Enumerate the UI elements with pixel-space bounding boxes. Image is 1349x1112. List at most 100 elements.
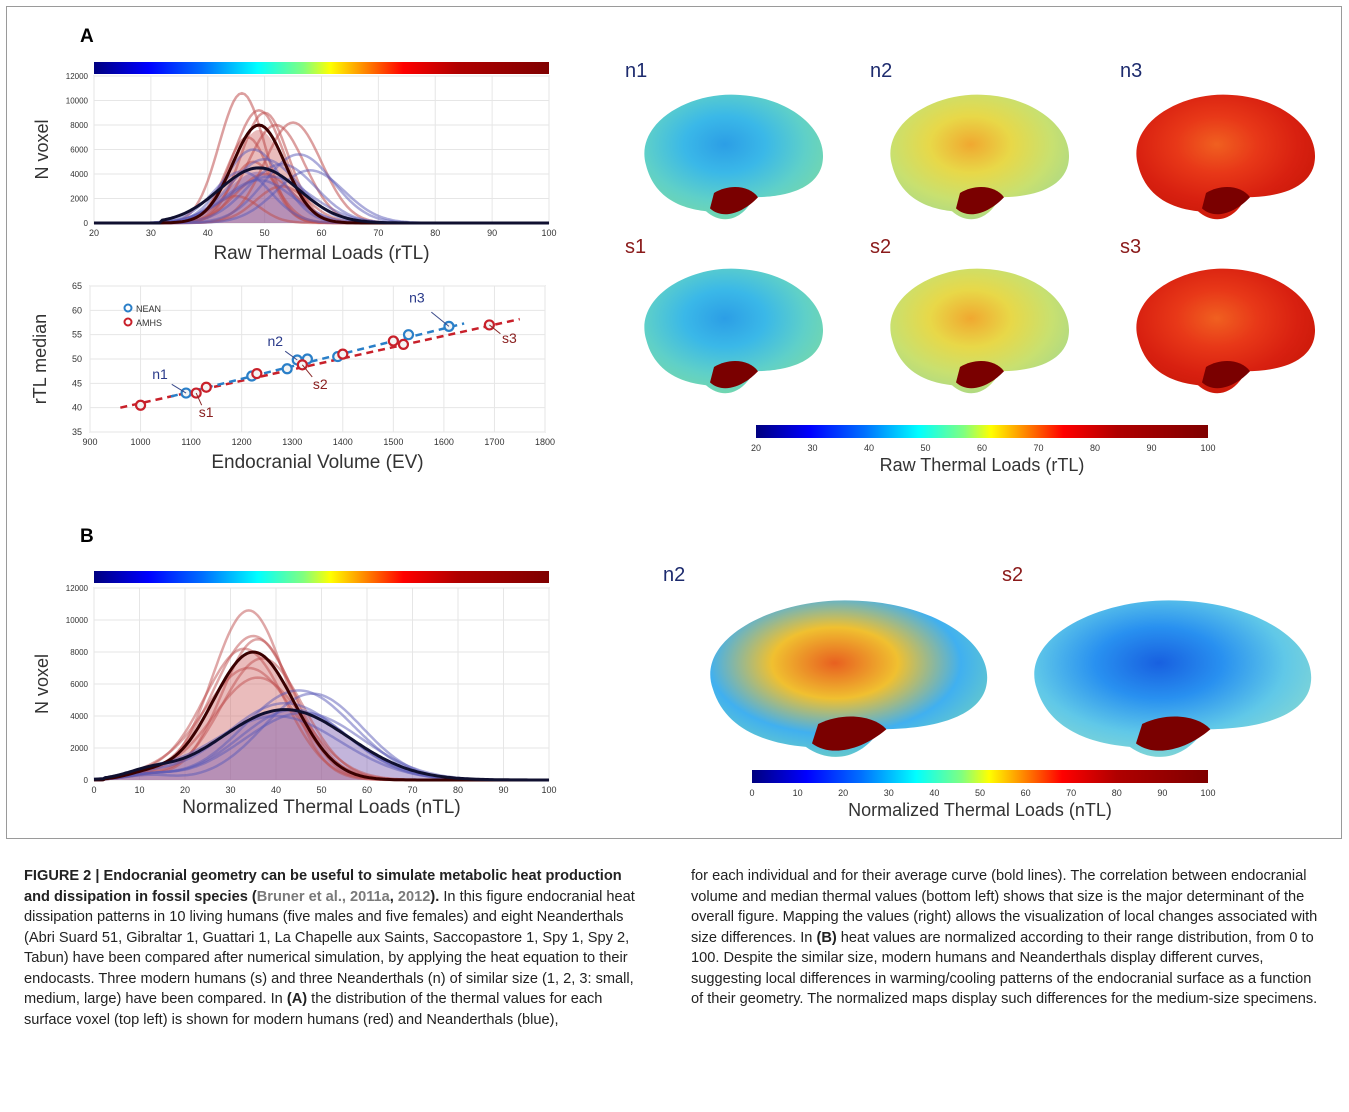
- caption-cite-separator: ,: [389, 888, 398, 905]
- y-tick-label: 2000: [70, 744, 88, 753]
- annotation-label: s3: [502, 330, 517, 346]
- y-tick-label: 8000: [70, 121, 88, 130]
- amhs-point: [134, 399, 147, 411]
- x-tick-label: 10: [134, 785, 144, 795]
- x-tick-label: 100: [541, 785, 556, 795]
- brain-map-n1: [644, 94, 824, 220]
- colorbar-tick-label: 80: [1089, 443, 1101, 453]
- colorbar-tick-label: 70: [1033, 443, 1044, 453]
- citation-link-2012[interactable]: 2012: [397, 888, 431, 905]
- y-tick-label: 35: [72, 427, 82, 437]
- brain-map-s2: [1034, 600, 1312, 757]
- annotation-leader: [284, 350, 298, 361]
- annotation-label: s1: [199, 404, 214, 420]
- colorbar-normalized-ticks: 0 10 20 30 40 50 60 70 80 90 100: [749, 788, 1215, 800]
- caption-right-column: for each individual and for their averag…: [691, 866, 1323, 1010]
- nean-mean-curve: [93, 708, 549, 782]
- brain-surface: [1136, 268, 1316, 394]
- x-tick-label: 1800: [535, 437, 555, 447]
- x-axis-label: Raw Thermal Loads (rTL): [213, 243, 429, 264]
- brain-surface: [1136, 94, 1316, 220]
- y-tick-label: 8000: [70, 648, 88, 657]
- y-tick-label: 40: [72, 403, 82, 413]
- x-tick-label: 90: [498, 785, 508, 795]
- colorbar-tick-label: 50: [920, 443, 931, 453]
- brain-label-s2: s2: [1002, 564, 1024, 586]
- amhs-point: [200, 381, 212, 393]
- temporal-lobe-hotspot: [710, 187, 758, 215]
- caption-bold-a: (A): [286, 991, 308, 1007]
- figure-frame: [6, 6, 1342, 839]
- caption-bold-b: (B): [816, 929, 837, 946]
- colorbar-raw: [756, 425, 1208, 438]
- x-tick-label: 1000: [131, 437, 151, 447]
- caption-body-1: In this figure endocranial heat dissipat…: [24, 888, 635, 1008]
- y-axis-label: N voxel: [32, 654, 52, 714]
- x-tick-label: 1400: [333, 437, 353, 447]
- y-tick-label: 6000: [70, 680, 88, 689]
- y-tick-label: 12000: [66, 72, 89, 81]
- brain-map-s2: [890, 268, 1070, 394]
- x-tick-label: 60: [316, 228, 326, 238]
- brain-map-n2: [890, 94, 1070, 220]
- annotation-leader: [431, 311, 450, 327]
- nean-point: [402, 329, 415, 341]
- x-tick-label: 40: [203, 228, 213, 238]
- colorbar-raw-ticks: 20 30 40 50 60 70 80 90 100: [751, 443, 1216, 455]
- annotation-label: n1: [152, 366, 168, 382]
- brain-label-s3: s3: [1120, 236, 1142, 258]
- colorbar-tick-label: 30: [807, 443, 818, 453]
- x-tick-label: 50: [260, 228, 270, 238]
- temporal-lobe-hotspot: [1136, 716, 1211, 751]
- annotation-label: n3: [409, 289, 425, 305]
- caption-heading: FIGURE 2 | Endocranial geometry can be u…: [24, 868, 622, 905]
- colorbar-tick-label: 100: [1200, 788, 1216, 798]
- brain-surface: [644, 268, 824, 394]
- colorbar-histogram-b: [94, 571, 549, 583]
- nean-trend-line: [170, 322, 465, 398]
- brain-label-s2: s2: [870, 236, 892, 258]
- brain-surface: [710, 600, 988, 757]
- y-tick-label: 4000: [70, 170, 88, 179]
- colorbar-normalized-label: Normalized Thermal Loads (nTL): [848, 800, 1112, 820]
- scatter-volume-chart: 900 1000 1100 1200 1300 1400 1500 1600 1700 1800 3…: [30, 281, 555, 473]
- histogram-raw-chart: 20 30 40 50 60 70 80 90 100 0 2000 4000 6000 8000 1000…: [32, 72, 557, 264]
- x-tick-label: 1200: [232, 437, 252, 447]
- brain-label-n2: n2: [870, 60, 893, 82]
- brain-surface: [644, 94, 824, 220]
- caption-body-2: the distribution of the thermal values f…: [24, 991, 603, 1028]
- x-tick-label: 40: [271, 785, 281, 795]
- temporal-lobe-hotspot: [812, 716, 887, 751]
- brain-surface: [890, 268, 1070, 394]
- temporal-lobe-hotspot: [1202, 187, 1250, 215]
- x-tick-label: 1300: [282, 437, 302, 447]
- colorbar-tick-label: 60: [976, 443, 988, 453]
- colorbar-tick-label: 80: [1111, 788, 1122, 798]
- x-axis-label: Normalized Thermal Loads (nTL): [182, 797, 460, 818]
- y-tick-label: 0: [84, 776, 89, 785]
- x-tick-label: 1500: [383, 437, 403, 447]
- colorbar-histogram-a: [94, 62, 549, 74]
- y-tick-label: 55: [72, 330, 82, 340]
- colorbar-tick-label: 50: [974, 788, 986, 798]
- colorbar-normalized: [752, 770, 1208, 783]
- citation-link-2011a[interactable]: Bruner et al., 2011a: [256, 888, 390, 905]
- legend-label: NEAN: [136, 304, 161, 314]
- colorbar-tick-label: 20: [750, 443, 762, 453]
- x-tick-label: 80: [430, 228, 440, 238]
- x-tick-label: 60: [362, 785, 372, 795]
- brain-label-n2: n2: [663, 564, 686, 586]
- nean-point: [281, 363, 293, 375]
- y-tick-label: 10000: [66, 97, 89, 106]
- legend-label: AMHS: [136, 318, 162, 328]
- caption-body-3: for each individual and for their averag…: [691, 868, 1318, 946]
- x-tick-label: 80: [453, 785, 463, 795]
- panel-label-b: B: [80, 526, 94, 547]
- y-tick-label: 2000: [70, 195, 88, 204]
- annotation-label: n2: [267, 333, 283, 349]
- brain-map-s1: [644, 268, 824, 394]
- colorbar-tick-label: 60: [1020, 788, 1031, 798]
- y-tick-label: 4000: [70, 712, 88, 721]
- x-tick-label: 1700: [484, 437, 504, 447]
- y-tick-label: 45: [72, 378, 82, 388]
